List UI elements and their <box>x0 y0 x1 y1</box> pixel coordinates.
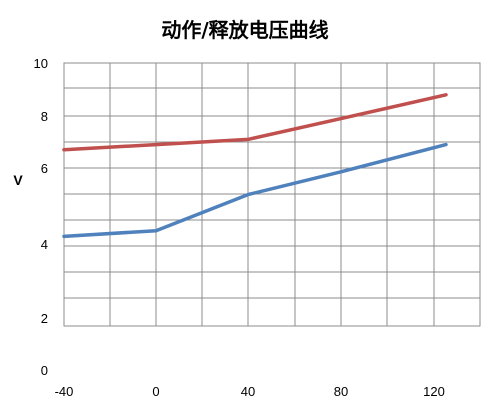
y-tick-label: 4 <box>41 237 48 252</box>
y-axis-label: V <box>13 172 23 188</box>
y-tick-label: 8 <box>41 109 48 124</box>
x-tick-label: 120 <box>423 384 445 399</box>
x-tick-label: 40 <box>241 384 255 399</box>
y-tick-label: 6 <box>41 161 48 176</box>
series-line-1 <box>62 93 448 152</box>
y-tick-label: 0 <box>41 363 48 378</box>
series-layer <box>62 93 448 239</box>
plot-frame <box>63 62 481 327</box>
series-line-2 <box>62 142 448 239</box>
x-tick-label: 0 <box>152 384 159 399</box>
y-tick-label: 10 <box>34 56 48 71</box>
x-tick-labels: -40 0 40 80 120 <box>55 384 445 399</box>
y-tick-labels: 0 2 4 6 8 10 <box>34 56 48 378</box>
x-tick-label: -40 <box>55 384 74 399</box>
chart-title: 动作/释放电压曲线 <box>161 18 328 42</box>
x-tick-label: 80 <box>334 384 348 399</box>
y-tick-label: 2 <box>41 311 48 326</box>
